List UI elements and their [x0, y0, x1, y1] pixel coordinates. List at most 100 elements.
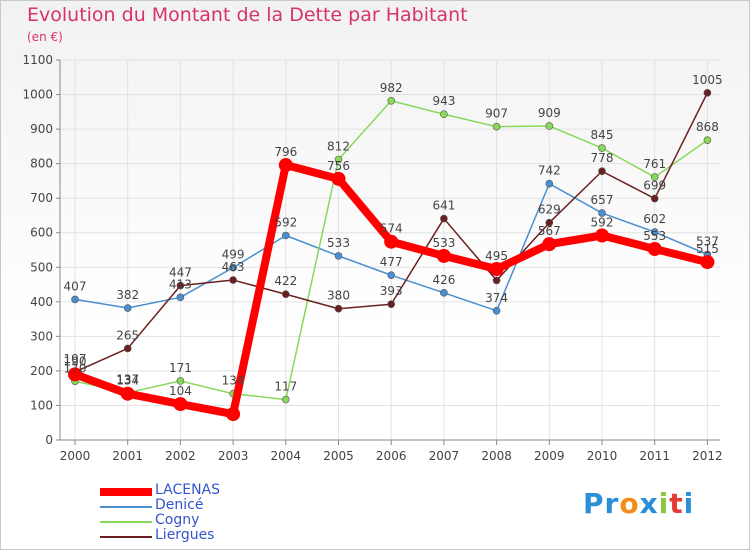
y-tick-label: 1000: [22, 88, 53, 102]
data-label: 197: [64, 352, 87, 366]
data-point: [650, 194, 659, 203]
data-point: [334, 155, 343, 164]
data-label: 413: [169, 277, 192, 291]
line-chart: 0 100 200 300 400 500 600 700 800 900 1000 1100 2000…: [22, 53, 723, 463]
logo-letter: r: [604, 487, 620, 520]
data-point: [703, 89, 712, 97]
data-point: [334, 252, 343, 260]
data-point: [281, 395, 290, 404]
data-point: [334, 304, 343, 313]
data-point: [120, 386, 135, 401]
data-label: 778: [591, 151, 614, 165]
data-label: 868: [696, 120, 719, 134]
data-label: 796: [274, 145, 297, 159]
data-label: 1005: [692, 73, 723, 87]
data-label: 629: [538, 203, 561, 217]
data-label: 909: [538, 106, 561, 120]
data-point: [545, 218, 554, 227]
data-label: 756: [327, 159, 350, 173]
data-label: 533: [432, 236, 455, 250]
x-tick-label: 2000: [60, 449, 91, 463]
data-point: [173, 397, 188, 412]
data-label: 407: [64, 279, 87, 293]
data-label: 170: [64, 361, 87, 375]
data-label: 553: [643, 229, 666, 243]
data-point: [387, 300, 396, 309]
x-tick-label: 2009: [534, 449, 565, 463]
logo-letter: o: [619, 487, 640, 520]
data-label: 393: [380, 284, 403, 298]
data-point: [703, 136, 712, 144]
y-tick-label: 900: [30, 122, 53, 136]
data-label: 477: [380, 255, 403, 269]
legend-swatch: [100, 521, 152, 523]
data-label: 982: [380, 81, 403, 95]
legend-item: Liergues: [100, 527, 300, 544]
data-label: 943: [432, 94, 455, 108]
data-label: 265: [116, 328, 139, 342]
data-point: [542, 237, 557, 252]
data-label: 641: [432, 199, 455, 213]
data-point: [598, 167, 606, 176]
data-point: [545, 179, 554, 188]
y-tick-label: 100: [30, 398, 53, 412]
data-point: [492, 306, 501, 315]
data-point: [387, 96, 396, 105]
data-label: 533: [327, 236, 350, 250]
data-label: 171: [169, 361, 192, 375]
data-point: [440, 110, 448, 119]
y-tick-label: 500: [30, 260, 53, 274]
data-point: [281, 231, 290, 240]
data-label: 134: [222, 374, 245, 388]
x-tick-label: 2007: [429, 449, 460, 463]
data-label: 380: [327, 289, 350, 303]
x-tick-label: 2001: [112, 449, 143, 463]
data-point: [440, 289, 448, 297]
data-label: 592: [274, 215, 297, 229]
data-label: 699: [643, 179, 666, 193]
data-label: 515: [696, 242, 719, 256]
data-label: 374: [485, 291, 508, 305]
data-point: [700, 255, 715, 270]
y-tick-label: 800: [30, 157, 53, 171]
data-point: [650, 173, 659, 181]
logo-letter: P: [583, 487, 605, 520]
data-point: [229, 263, 237, 272]
y-tick-label: 600: [30, 226, 53, 240]
data-label: 463: [222, 260, 245, 274]
data-point: [492, 122, 501, 131]
logo-letter: x: [639, 487, 659, 520]
data-label: 537: [696, 234, 719, 248]
data-label: 134: [116, 374, 139, 388]
data-label: 190: [64, 354, 87, 368]
logo-letter: t: [669, 487, 684, 520]
x-tick-label: 2006: [376, 449, 407, 463]
logo-letter: i: [683, 487, 695, 520]
data-label: 761: [643, 157, 666, 171]
data-label: 602: [643, 212, 666, 226]
y-tick-label: 400: [30, 295, 53, 309]
data-point: [650, 228, 659, 236]
legend-label: LACENAS: [155, 482, 221, 498]
legend-item: Denicé: [100, 497, 300, 514]
data-label: 742: [538, 164, 561, 178]
data-point: [176, 293, 185, 302]
data-point: [123, 304, 132, 312]
data-label: 592: [591, 215, 614, 229]
legend-label: Denicé: [155, 497, 204, 513]
legend-item: LACENAS: [100, 482, 300, 499]
y-tick-label: 200: [30, 364, 53, 378]
data-label: 495: [485, 249, 508, 263]
legend-swatch: [100, 488, 152, 496]
chart-unit: (en €): [27, 30, 63, 44]
legend-item: Cogny: [100, 512, 300, 529]
x-tick-label: 2010: [587, 449, 618, 463]
x-tick-label: 2003: [218, 449, 249, 463]
x-tick-label: 2008: [481, 449, 512, 463]
data-point: [384, 234, 399, 249]
data-label: 812: [327, 139, 350, 153]
data-point: [440, 214, 448, 223]
data-point: [436, 248, 451, 263]
data-label: 137: [116, 373, 139, 387]
